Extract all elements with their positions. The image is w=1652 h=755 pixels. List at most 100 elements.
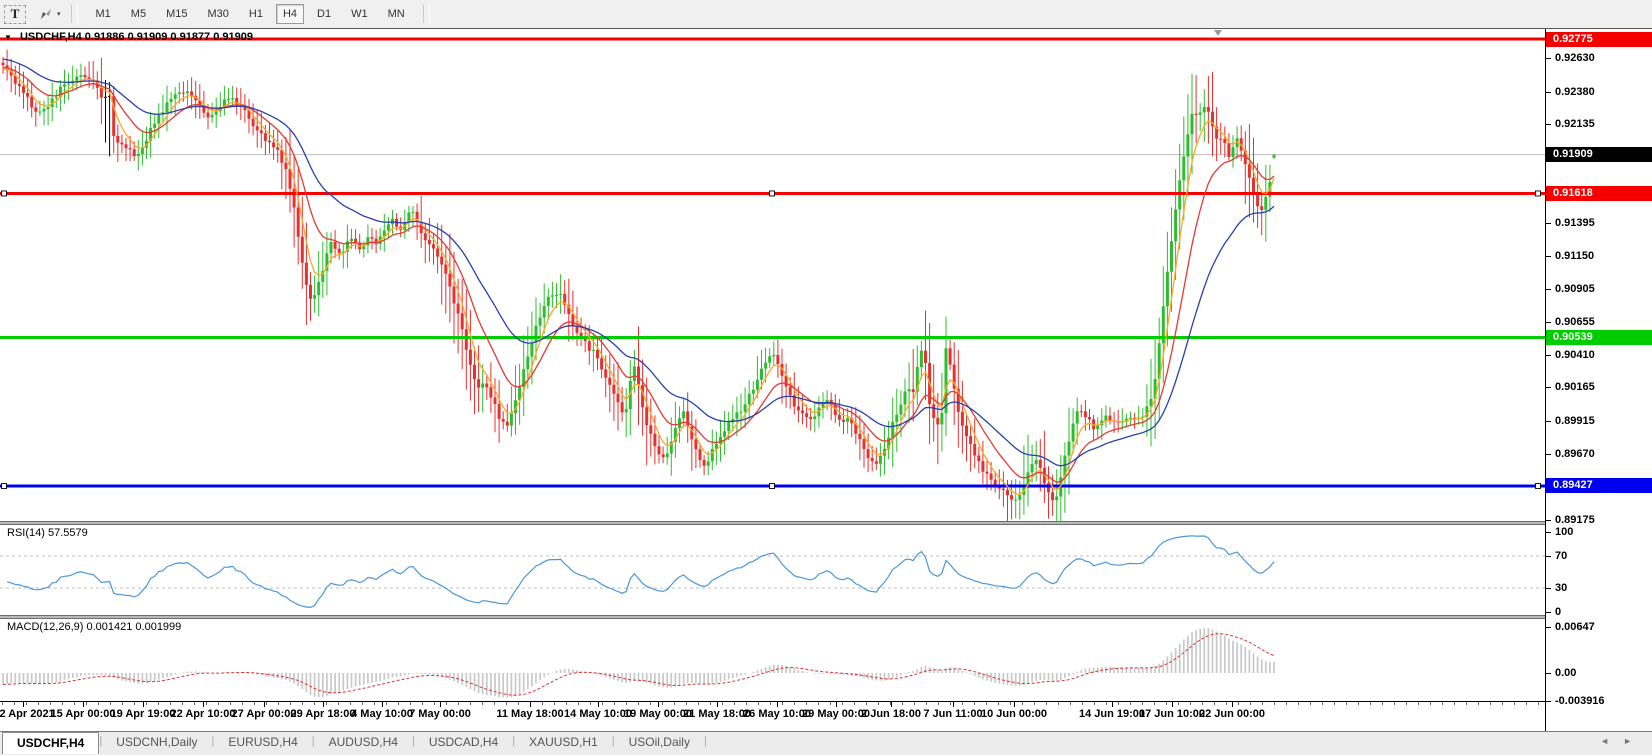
timeframe-button-D1[interactable]: D1 [317, 8, 332, 20]
time-axis-tick [658, 702, 659, 707]
line-drag-handle[interactable] [769, 190, 775, 197]
text-tool-button[interactable]: T [4, 4, 26, 24]
time-axis-label: 15 Apr 00:00 [50, 708, 116, 720]
arrows-icon [41, 9, 51, 19]
tab-separator: | [411, 735, 415, 747]
main-price-pane[interactable] [0, 29, 1545, 521]
tab-separator: | [703, 735, 707, 747]
moving-average-30 [2, 58, 1275, 467]
time-axis-label: 29 Apr 18:00 [290, 708, 356, 720]
time-axis-tick [598, 702, 599, 707]
arrows-tool-button[interactable]: ▾ [38, 4, 61, 24]
rsi-pane[interactable] [0, 525, 1545, 615]
price-axis-label: 0.90905 [1555, 282, 1595, 295]
time-axis-tick [777, 702, 778, 707]
price-axis-label: 0.90655 [1555, 316, 1595, 329]
time-axis-tick [323, 702, 324, 707]
line-drag-handle[interactable] [1, 483, 7, 489]
time-axis-label: 17 Jun 10:00 [1138, 708, 1206, 720]
pane-splitter[interactable] [0, 521, 1545, 525]
chevron-down-icon[interactable]: ▾ [57, 11, 61, 18]
chart-tab-USDCAD-H4[interactable]: USDCAD,H4 [428, 735, 499, 749]
time-axis-label: 22 Apr 10:00 [170, 708, 236, 720]
macd-axis-tick [1546, 627, 1551, 629]
price-axis-tick [1546, 255, 1551, 257]
price-badge-0.92775: 0.92775 [1546, 31, 1652, 47]
rsi-axis-tick [1546, 588, 1551, 589]
price-badge-0.91618: 0.91618 [1546, 185, 1652, 201]
tab-scroll-right-icon[interactable]: ► [1623, 736, 1646, 746]
rsi-indicator-label: RSI(14) 57.5579 [7, 527, 88, 539]
price-axis-label: 0.91150 [1555, 249, 1595, 262]
price-axis-label: 0.89915 [1555, 414, 1595, 427]
tab-scrollbar: ◄► [1600, 736, 1646, 746]
time-axis-tick [530, 702, 531, 707]
time-axis-label: 27 Apr 00:00 [231, 708, 297, 720]
line-drag-handle[interactable] [1535, 190, 1541, 197]
timeframe-button-H4[interactable]: H4 [275, 4, 305, 24]
timeframe-button-H1[interactable]: H1 [248, 8, 263, 20]
price-axis-label: 0.90410 [1555, 348, 1595, 361]
time-axis-tick [836, 702, 837, 707]
time-axis-tick [83, 702, 84, 707]
macd-axis-label: 0.00 [1555, 667, 1577, 679]
time-axis-tick [1232, 702, 1233, 707]
toolbar-separator [70, 5, 78, 23]
time-axis-tick [143, 702, 144, 707]
price-badge-0.89427: 0.89427 [1546, 478, 1652, 494]
tab-scroll-left-icon[interactable]: ◄ [1600, 736, 1624, 746]
timeframe-button-M30[interactable]: M30 [207, 8, 229, 20]
time-axis-label: 21 May 18:00 [683, 708, 751, 720]
line-drag-handle[interactable] [769, 483, 775, 489]
rsi-axis-label: 100 [1555, 526, 1574, 538]
price-axis-tick [1546, 223, 1551, 225]
line-drag-handle[interactable] [1535, 483, 1541, 489]
time-axis-tick [1112, 702, 1113, 707]
price-axis-tick [1546, 91, 1551, 93]
time-axis-tick [264, 702, 265, 707]
price-axis-tick [1546, 420, 1551, 422]
tab-separator: | [311, 735, 315, 747]
timeframe-button-M1[interactable]: M1 [95, 8, 111, 20]
pane-splitter[interactable] [0, 615, 1545, 619]
timeframe-button-M15[interactable]: M15 [166, 8, 188, 20]
tab-separator: | [211, 735, 215, 747]
price-axis-tick [1546, 519, 1551, 521]
timeframe-button-MN[interactable]: MN [387, 8, 405, 20]
time-axis-label: 11 May 18:00 [496, 708, 564, 720]
price-badge-0.91909: 0.91909 [1546, 147, 1652, 163]
time-axis-label: 14 May 10:00 [564, 708, 632, 720]
rsi-axis-label: 0 [1555, 606, 1562, 618]
time-axis-label: 19 Apr 19:00 [110, 708, 176, 720]
price-axis[interactable]: 0.92630 0.92380 0.92135 0.91395 0.91150 0.909… [1545, 29, 1652, 732]
macd-axis-label: 0.00647 [1555, 621, 1595, 634]
chart-tab-EURUSD-H4[interactable]: EURUSD,H4 [228, 735, 298, 749]
chart-tab-USDCHF-H4[interactable]: USDCHF,H4 [2, 732, 100, 754]
timeframe-button-W1[interactable]: W1 [351, 8, 368, 20]
chart-tab-USOil-Daily[interactable]: USOil,Daily [628, 735, 690, 749]
chart-tab-XAUUSD-H1[interactable]: XAUUSD,H1 [529, 735, 598, 749]
chart-tab-bar: USDCHF,H4 | USDCNH,Daily | EURUSD,H4 | AUDUSD,… [0, 731, 1652, 755]
toolbar-separator [422, 5, 430, 23]
price-axis-tick [1546, 322, 1551, 324]
time-axis-label: 7 Jun 11:00 [923, 708, 983, 720]
timeframe-button-M5[interactable]: M5 [130, 8, 147, 20]
moving-average-5 [2, 68, 1275, 495]
rsi-axis-label: 30 [1555, 582, 1568, 594]
line-drag-handle[interactable] [1, 190, 7, 197]
time-axis-label: 29 May 00:00 [802, 708, 870, 720]
chart-tab-USDCNH-Daily[interactable]: USDCNH,Daily [116, 735, 198, 749]
chart-title-text: USDCHF,H4 0.91886 0.91909 0.91877 0.9190… [19, 31, 253, 43]
macd-pane[interactable] [0, 619, 1545, 701]
price-axis-label: 0.92630 [1555, 52, 1595, 65]
tab-separator: | [99, 735, 103, 747]
chart-shift-marker-icon[interactable] [1214, 30, 1222, 36]
chart-tab-AUDUSD-H4[interactable]: AUDUSD,H4 [328, 735, 398, 749]
time-axis-label: 4 May 10:00 [351, 708, 413, 720]
timeframe-button-group: M1 M5 M15 M30 H1 H4 D1 W1 MN [86, 4, 415, 24]
candlesticks [1, 49, 1276, 521]
time-axis-tick [1014, 702, 1015, 707]
collapse-triangle-icon[interactable]: ▼ [4, 33, 12, 42]
